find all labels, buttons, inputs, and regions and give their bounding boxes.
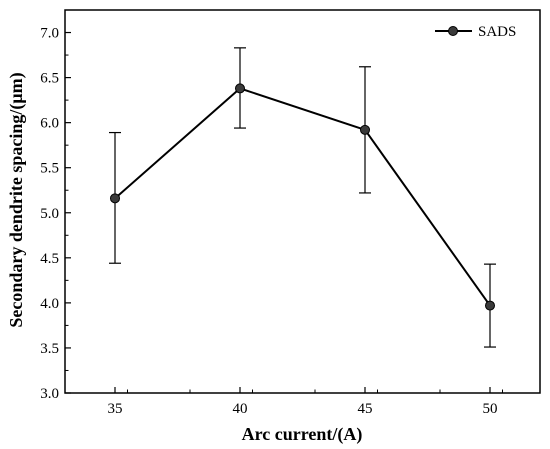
x-tick-label: 40 bbox=[233, 401, 248, 417]
legend-label: SADS bbox=[478, 24, 516, 40]
y-tick-label: 5.5 bbox=[40, 161, 59, 177]
y-tick-label: 3.5 bbox=[40, 341, 59, 357]
y-tick-label: 6.0 bbox=[40, 116, 59, 132]
y-tick-label: 5.0 bbox=[40, 206, 59, 222]
y-tick-label: 4.5 bbox=[40, 251, 59, 267]
legend: SADS bbox=[435, 24, 516, 40]
x-tick-label: 50 bbox=[483, 401, 498, 417]
x-tick-label: 35 bbox=[108, 401, 123, 417]
series-sads bbox=[110, 83, 495, 311]
y-tick-label: 7.0 bbox=[40, 26, 59, 42]
legend-marker bbox=[448, 26, 458, 36]
x-axis: 35 40 45 50 bbox=[108, 387, 503, 417]
y-tick-label: 6.5 bbox=[40, 71, 59, 87]
data-point bbox=[360, 124, 370, 135]
data-point bbox=[485, 300, 495, 311]
data-point bbox=[110, 193, 120, 204]
y-tick-label: 3.0 bbox=[40, 386, 59, 402]
series-line bbox=[114, 87, 491, 307]
x-axis-title: Arc current/(A) bbox=[242, 424, 363, 445]
x-tick-label: 45 bbox=[358, 401, 373, 417]
plot-frame bbox=[64, 9, 541, 394]
y-tick-label: 4.0 bbox=[40, 296, 59, 312]
y-axis: 3.0 3.5 4.0 4.5 5.0 5.5 6.0 6.5 7.0 bbox=[40, 26, 71, 402]
y-axis-title: Secondary dendrite spacing/(μm) bbox=[6, 72, 27, 327]
error-bars bbox=[109, 47, 496, 348]
data-point bbox=[235, 83, 245, 94]
